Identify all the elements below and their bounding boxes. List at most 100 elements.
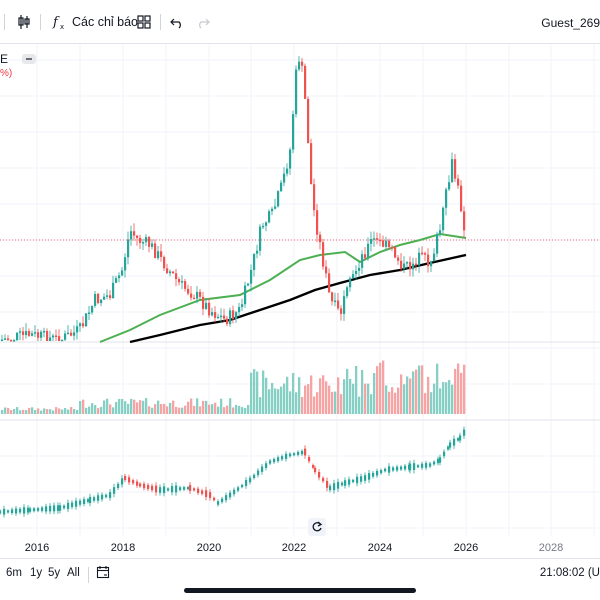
grid-icon: [137, 15, 151, 29]
volume-bar: [415, 369, 418, 414]
volume-bar: [49, 409, 52, 414]
lower-candle-body: [437, 458, 440, 464]
candle-body: [22, 331, 25, 336]
candle-body: [448, 182, 451, 190]
lower-candle-body: [245, 480, 248, 486]
volume-bar: [211, 404, 214, 414]
candle-body: [73, 332, 76, 336]
lower-candle-body: [3, 508, 6, 515]
volume-bar: [10, 410, 13, 414]
volume-bar: [346, 368, 349, 414]
symbol-legend[interactable]: E: [0, 52, 9, 66]
lower-candle-body: [459, 435, 462, 441]
lower-candle-body: [213, 497, 216, 501]
bottom-divider: [88, 567, 89, 583]
volume-bar: [343, 379, 346, 414]
candle-body: [229, 310, 232, 325]
volume-bar: [91, 403, 94, 414]
lower-candle-body: [229, 492, 232, 498]
user-name[interactable]: Guest_269: [541, 16, 600, 30]
volume-bar: [205, 400, 208, 414]
volume-bar: [118, 398, 121, 414]
lower-candle-body: [356, 476, 359, 484]
lower-candle-body: [329, 485, 332, 491]
candle-body: [40, 331, 43, 338]
volume-bar: [175, 406, 178, 414]
candle-body: [460, 185, 463, 212]
volume-bar: [178, 407, 181, 414]
range-6m-button[interactable]: 6m: [6, 567, 22, 579]
candle-body: [289, 149, 292, 169]
calendar-icon[interactable]: [96, 565, 110, 579]
range-1y-button[interactable]: 1y: [30, 567, 43, 579]
lower-candle-body: [233, 489, 236, 495]
candle-body: [196, 291, 199, 299]
lower-candle-body: [221, 498, 224, 503]
lower-candle-body: [293, 453, 296, 456]
candle-body: [43, 331, 46, 333]
candle-body: [154, 243, 157, 259]
volume-bar: [220, 398, 223, 414]
lower-candle-body: [63, 505, 66, 509]
volume-bar: [397, 387, 400, 414]
candle-body: [397, 257, 400, 261]
candle-body: [208, 302, 211, 316]
candle-body: [442, 207, 445, 231]
range-all-button[interactable]: All: [67, 567, 80, 579]
lower-candle-body: [159, 487, 162, 493]
lower-candle-body: [277, 457, 280, 462]
lower-candle-body: [79, 500, 82, 505]
redo-icon: [199, 18, 210, 29]
volume-bar: [124, 401, 127, 414]
lower-candle-body: [322, 477, 325, 482]
lower-candle-body: [457, 438, 460, 441]
indicators-button[interactable]: f x Các chỉ báo: [52, 10, 138, 34]
volume-bar: [94, 405, 97, 414]
volume-bar: [22, 409, 25, 414]
volume-bar: [28, 407, 31, 414]
lower-candle-body: [143, 483, 146, 489]
moving-average-fast: [99, 232, 467, 343]
collapse-legend-button[interactable]: [22, 54, 36, 64]
undo-button[interactable]: [170, 10, 184, 34]
price-chart[interactable]: [0, 44, 600, 536]
volume-bar: [232, 407, 235, 414]
volume-bar: [235, 404, 238, 414]
candle-body: [136, 235, 139, 238]
volume-bar: [295, 392, 298, 414]
candle-body: [427, 254, 430, 267]
compare-button[interactable]: [16, 10, 32, 34]
range-5y-button[interactable]: 5y: [48, 567, 61, 579]
candle-body: [34, 332, 37, 334]
candle-body: [115, 278, 118, 283]
volume-bar: [55, 407, 58, 414]
clock[interactable]: 21:08:02 (U: [539, 567, 600, 579]
volume-bar: [196, 398, 199, 414]
templates-button[interactable]: [136, 10, 152, 34]
candle-body: [334, 300, 337, 303]
home-indicator: [184, 588, 416, 593]
volume-bar: [223, 407, 226, 414]
candle-body: [61, 339, 64, 342]
volume-bar: [160, 404, 163, 414]
lower-candle-body: [417, 465, 420, 468]
candle-body: [337, 300, 340, 309]
lower-candle-body: [380, 470, 383, 474]
lower-candle-body: [433, 461, 436, 465]
lower-candle-body: [225, 495, 228, 501]
reset-chart-button[interactable]: [308, 518, 326, 536]
lower-candle-body: [0, 510, 2, 514]
candle-body: [310, 143, 313, 185]
time-axis[interactable]: 2016 2018 2020 2022 2024 2026 2028: [0, 536, 600, 558]
volume-bar: [133, 399, 136, 414]
redo-button[interactable]: [196, 10, 210, 34]
volume-bar: [130, 398, 133, 414]
lower-candle-body: [71, 502, 74, 508]
volume-bar: [229, 398, 232, 414]
volume-bar: [88, 406, 91, 414]
candle-body: [376, 238, 379, 240]
candle-body: [304, 65, 307, 99]
lower-candle-body: [413, 463, 416, 471]
candle-body: [379, 239, 382, 242]
candle-body: [106, 295, 109, 297]
